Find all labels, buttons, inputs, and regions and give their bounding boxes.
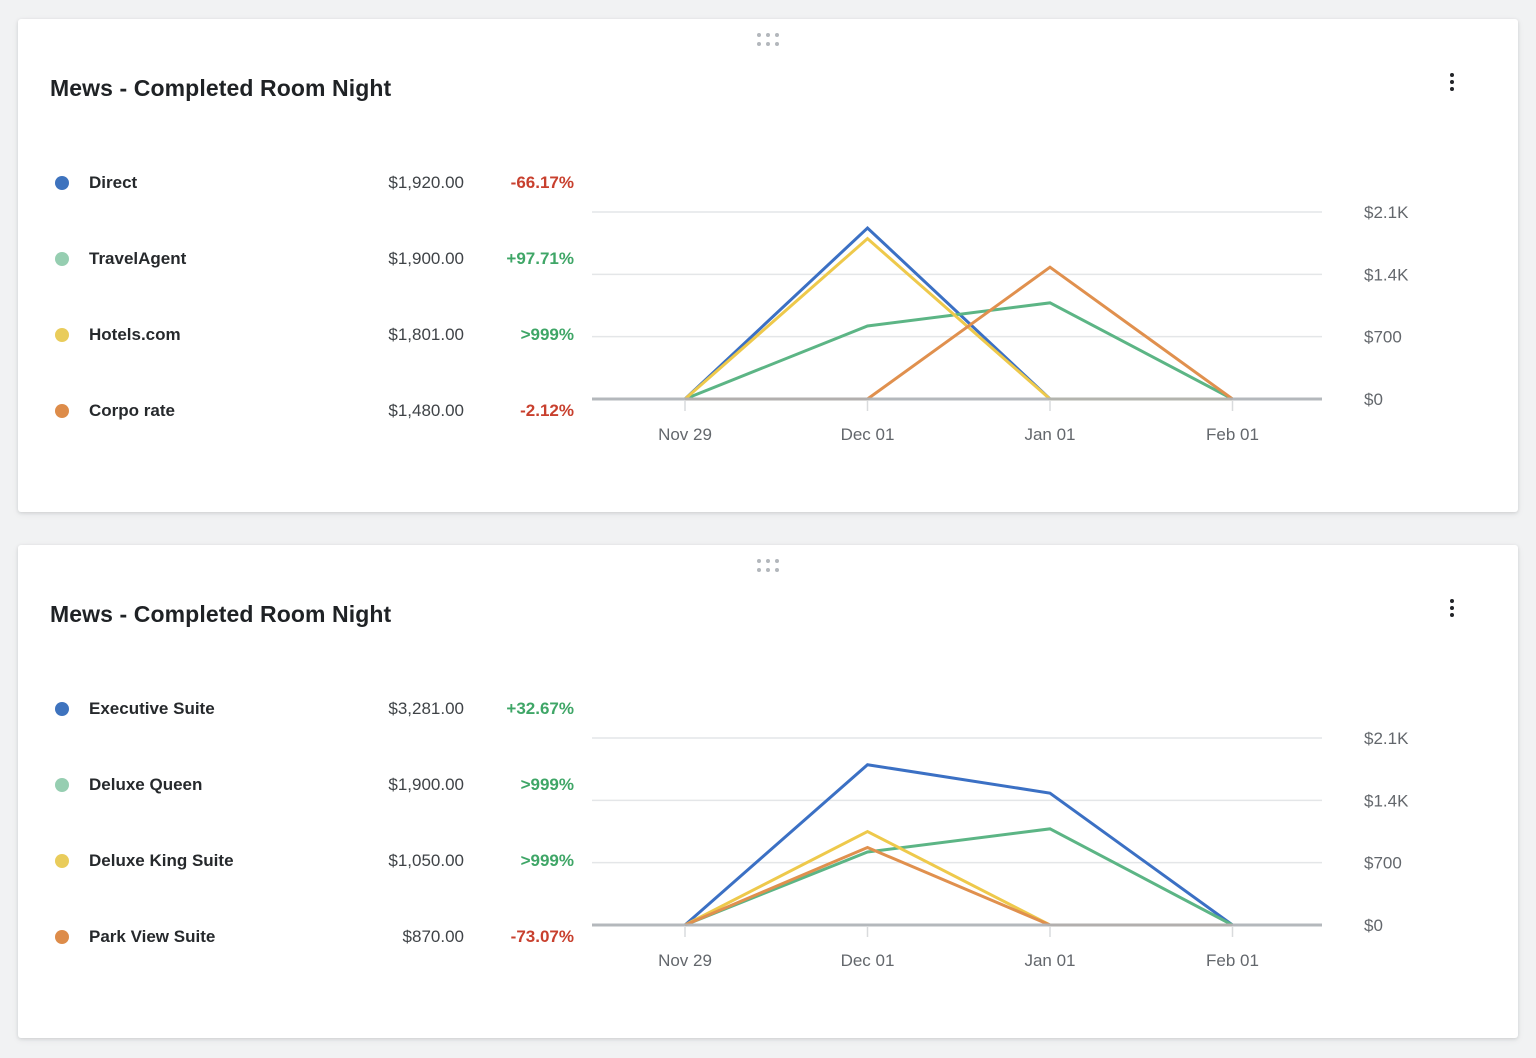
card-body: Executive Suite $3,281.00 +32.67% Deluxe… [50, 671, 1486, 996]
legend-row[interactable]: Direct $1,920.00 -66.17% [50, 145, 574, 221]
series-value: $1,801.00 [388, 325, 464, 344]
series-color-dot [55, 854, 69, 868]
chart-legend: Direct $1,920.00 -66.17% TravelAgent $1,… [50, 145, 574, 470]
drag-handle-icon[interactable] [753, 29, 783, 50]
svg-text:Jan 01: Jan 01 [1024, 951, 1075, 970]
line-chart: Nov 29 Dec 01 Jan 01 Feb 01 $2.1K $1.4K $700 $0 [592, 203, 1409, 444]
series-label: Hotels.com [89, 325, 181, 344]
line-chart: Nov 29 Dec 01 Jan 01 Feb 01 $2.1K $1.4K $700 $0 [592, 729, 1409, 970]
series-value: $3,281.00 [388, 699, 464, 718]
legend-row[interactable]: Park View Suite $870.00 -73.07% [50, 899, 574, 975]
card-title: Mews - Completed Room Night [50, 75, 392, 101]
series-label: Executive Suite [89, 699, 215, 718]
series-label: Park View Suite [89, 927, 216, 946]
widget-card-room-types: Mews - Completed Room Night Executive Su… [18, 545, 1518, 1038]
legend-row[interactable]: Corpo rate $1,480.00 -2.12% [50, 373, 574, 449]
svg-text:Nov 29: Nov 29 [658, 951, 712, 970]
series-label: TravelAgent [89, 249, 187, 268]
chart-area: Nov 29 Dec 01 Jan 01 Feb 01 $2.1K $1.4K $700 $0 [574, 671, 1486, 996]
series-value: $870.00 [402, 927, 464, 946]
widget-card-channels: Mews - Completed Room Night Direct $1,92… [18, 19, 1518, 512]
series-change-badge: +97.71% [506, 249, 574, 268]
legend-row[interactable]: Executive Suite $3,281.00 +32.67% [50, 671, 574, 747]
svg-text:Dec 01: Dec 01 [841, 951, 895, 970]
svg-text:$2.1K: $2.1K [1364, 729, 1409, 748]
series-change-badge: >999% [520, 775, 574, 794]
legend-row[interactable]: TravelAgent $1,900.00 +97.71% [50, 221, 574, 297]
series-change-badge: -2.12% [520, 401, 574, 420]
series-label: Direct [89, 173, 138, 192]
series-change-badge: -66.17% [510, 173, 574, 192]
svg-text:$1.4K: $1.4K [1364, 791, 1409, 810]
series-color-dot [55, 176, 69, 190]
chart-area: Nov 29 Dec 01 Jan 01 Feb 01 $2.1K $1.4K $700 $0 [574, 145, 1486, 470]
series-label: Deluxe Queen [89, 775, 203, 794]
svg-text:$1.4K: $1.4K [1364, 265, 1409, 284]
svg-text:Jan 01: Jan 01 [1024, 425, 1075, 444]
drag-handle-icon[interactable] [753, 555, 783, 576]
series-value: $1,480.00 [388, 401, 464, 420]
series-label: Corpo rate [89, 401, 175, 420]
card-body: Direct $1,920.00 -66.17% TravelAgent $1,… [50, 145, 1486, 470]
svg-text:Dec 01: Dec 01 [841, 425, 895, 444]
legend-row[interactable]: Deluxe King Suite $1,050.00 >999% [50, 823, 574, 899]
svg-text:$0: $0 [1364, 390, 1383, 409]
svg-text:$0: $0 [1364, 916, 1383, 935]
series-label: Deluxe King Suite [89, 851, 234, 870]
legend-row[interactable]: Hotels.com $1,801.00 >999% [50, 297, 574, 373]
svg-text:Feb 01: Feb 01 [1206, 951, 1259, 970]
series-color-dot [55, 702, 69, 716]
svg-text:$2.1K: $2.1K [1364, 203, 1409, 222]
series-value: $1,050.00 [388, 851, 464, 870]
series-change-badge: >999% [520, 851, 574, 870]
svg-text:Feb 01: Feb 01 [1206, 425, 1259, 444]
series-color-dot [55, 404, 69, 418]
series-value: $1,920.00 [388, 173, 464, 192]
series-change-badge: >999% [520, 325, 574, 344]
chart-legend: Executive Suite $3,281.00 +32.67% Deluxe… [50, 671, 574, 996]
kebab-menu-icon[interactable] [1442, 595, 1462, 621]
series-color-dot [55, 778, 69, 792]
series-value: $1,900.00 [388, 775, 464, 794]
card-title: Mews - Completed Room Night [50, 601, 392, 627]
series-color-dot [55, 930, 69, 944]
legend-row[interactable]: Deluxe Queen $1,900.00 >999% [50, 747, 574, 823]
series-value: $1,900.00 [388, 249, 464, 268]
series-color-dot [55, 252, 69, 266]
svg-text:$700: $700 [1364, 854, 1402, 873]
series-change-badge: +32.67% [506, 699, 574, 718]
series-change-badge: -73.07% [510, 927, 574, 946]
svg-text:Nov 29: Nov 29 [658, 425, 712, 444]
kebab-menu-icon[interactable] [1442, 69, 1462, 95]
series-color-dot [55, 328, 69, 342]
svg-text:$700: $700 [1364, 328, 1402, 347]
